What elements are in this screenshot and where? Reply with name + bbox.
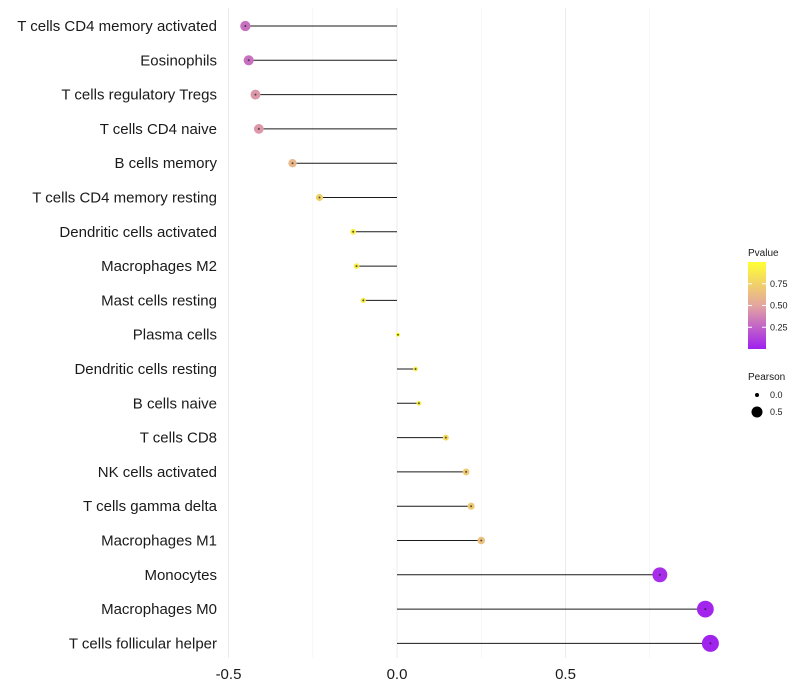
category-label: B cells naive <box>133 395 217 412</box>
category-label: Eosinophils <box>140 52 217 69</box>
size-legend-title: Pearson <box>748 372 785 383</box>
legend: Pvalue 0.25 0.50 0.75 Pearson 0.0 0.5 <box>748 248 788 418</box>
category-label: Macrophages M0 <box>101 601 217 618</box>
category-label: T cells CD4 naive <box>100 121 217 138</box>
category-label: NK cells activated <box>98 464 217 481</box>
x-tick-label: 0.0 <box>387 666 408 683</box>
x-axis-tick-labels: -0.5 0.0 0.5 <box>216 666 576 683</box>
category-label: Macrophages M1 <box>101 533 217 550</box>
size-legend-keys: 0.0 0.5 <box>751 390 783 418</box>
color-legend-title: Pvalue <box>748 248 779 259</box>
lollipop-point-center <box>254 93 257 96</box>
grid-lines <box>228 8 651 658</box>
size-legend-label: 0.0 <box>770 390 783 400</box>
category-label: T cells follicular helper <box>69 635 217 652</box>
lollipop-point-center <box>417 402 420 405</box>
lollipop-point-center <box>414 368 417 370</box>
lollipop-point-center <box>704 608 707 611</box>
lollipop-point-center <box>352 230 355 233</box>
color-legend-ticks: 0.25 0.50 0.75 <box>748 279 788 332</box>
lollipop-point-center <box>247 59 250 62</box>
lollipop-point-center <box>480 539 483 542</box>
lollipop-point-center <box>444 436 447 439</box>
lollipop-point-center <box>470 505 473 508</box>
color-legend-label: 0.75 <box>770 279 788 289</box>
lollipop-point-center <box>291 162 294 165</box>
category-label: T cells CD8 <box>140 430 217 447</box>
category-label: T cells gamma delta <box>83 498 218 515</box>
category-label: Plasma cells <box>133 327 217 344</box>
category-label: Mast cells resting <box>101 292 217 309</box>
lollipop-point-center <box>465 470 468 473</box>
lollipop-point-center <box>397 333 400 336</box>
x-tick-label: 0.5 <box>555 666 576 683</box>
lollipop-point-center <box>257 127 260 130</box>
category-label: Dendritic cells resting <box>74 361 217 378</box>
lollipop-point-center <box>658 573 661 576</box>
category-label: T cells regulatory Tregs <box>61 87 217 104</box>
color-legend-label: 0.50 <box>770 301 788 311</box>
lollipop-point-center <box>244 25 247 27</box>
category-label: T cells CD4 memory resting <box>32 190 217 207</box>
color-legend-label: 0.25 <box>770 322 788 332</box>
lollipop-stems <box>245 25 711 644</box>
size-legend-label: 0.5 <box>770 407 783 417</box>
category-label: Macrophages M2 <box>101 258 217 275</box>
size-legend-key <box>751 406 763 418</box>
lollipop-point-center <box>709 642 712 645</box>
category-label: Dendritic cells activated <box>59 224 217 241</box>
category-label: T cells CD4 memory activated <box>17 18 217 35</box>
lollipop-points <box>240 20 719 652</box>
color-legend-bar <box>748 262 766 349</box>
size-legend-key <box>755 393 759 397</box>
y-axis-category-labels: T cells CD4 memory activated Eosinophils T… <box>17 18 217 652</box>
lollipop-point-center <box>355 265 358 268</box>
category-label: Monocytes <box>144 567 217 584</box>
lollipop-point-center <box>362 299 365 302</box>
lollipop-point-center <box>318 196 321 199</box>
category-label: B cells memory <box>114 155 217 172</box>
x-tick-label: -0.5 <box>216 666 242 683</box>
